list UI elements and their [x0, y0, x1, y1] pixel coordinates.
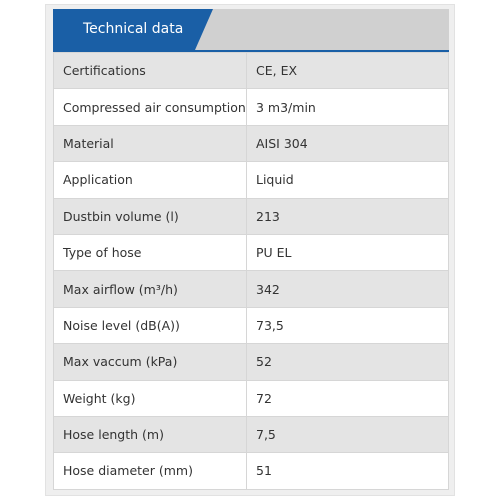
tab[interactable]: Technical data	[53, 9, 213, 50]
property-value: 3 m3/min	[246, 88, 449, 126]
property-value: 52	[246, 343, 449, 381]
property-name: Dustbin volume (l)	[53, 197, 247, 235]
property-name: Hose diameter (mm)	[53, 452, 247, 490]
property-name: Certifications	[53, 51, 247, 90]
property-value: 72	[246, 379, 449, 417]
table-row: Type of hose PU EL	[53, 233, 449, 272]
property-value: CE, EX	[246, 51, 449, 90]
property-name: Material	[53, 124, 247, 163]
table-row: Certifications CE, EX	[53, 51, 449, 90]
table-row: Material AISI 304	[53, 124, 449, 163]
property-value: 73,5	[246, 306, 449, 345]
property-name: Max airflow (m³/h)	[53, 270, 247, 308]
property-value: PU EL	[246, 233, 449, 272]
tab-bar: Technical data	[53, 9, 449, 50]
table-row: Compressed air consumption 3 m3/min	[53, 88, 449, 126]
table-row: Application Liquid	[53, 161, 449, 199]
property-name: Type of hose	[53, 233, 247, 272]
tab-title: Technical data	[83, 21, 184, 37]
property-value: 213	[246, 197, 449, 235]
property-value: Liquid	[246, 161, 449, 199]
property-value: AISI 304	[246, 124, 449, 163]
table-row: Weight (kg) 72	[53, 379, 449, 417]
property-name: Hose length (m)	[53, 415, 247, 454]
property-name: Noise level (dB(A))	[53, 306, 247, 345]
table-row: Hose length (m) 7,5	[53, 415, 449, 454]
tab-underline	[53, 50, 449, 52]
property-name: Weight (kg)	[53, 379, 247, 417]
property-value: 342	[246, 270, 449, 308]
data-table: Certifications CE, EX Compressed air consu…	[53, 51, 449, 490]
property-value: 51	[246, 452, 449, 490]
table-row: Max vaccum (kPa) 52	[53, 343, 449, 381]
table-row: Max airflow (m³/h) 342	[53, 270, 449, 308]
property-value: 7,5	[246, 415, 449, 454]
table-row: Noise level (dB(A)) 73,5	[53, 306, 449, 345]
property-name: Application	[53, 161, 247, 199]
table-row: Dustbin volume (l) 213	[53, 197, 449, 235]
panel: Technical data Certifications CE, EX Compr…	[45, 4, 455, 496]
table-row: Hose diameter (mm) 51	[53, 452, 449, 490]
property-name: Compressed air consumption	[53, 88, 247, 126]
property-name: Max vaccum (kPa)	[53, 343, 247, 381]
